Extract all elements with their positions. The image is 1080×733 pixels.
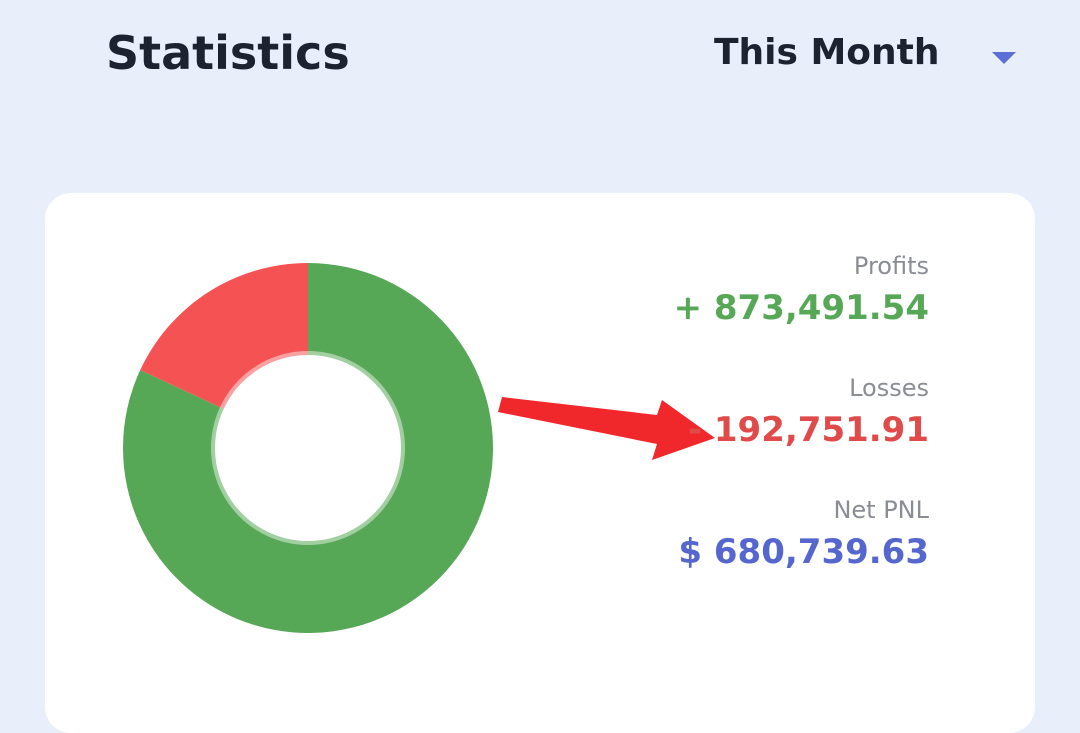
- net-pnl-value: $ 680,739.63: [678, 532, 929, 572]
- profits-block: Profits + 873,491.54: [509, 251, 929, 373]
- net-pnl-label: Net PNL: [833, 496, 929, 524]
- losses-block: Losses - 192,751.91: [509, 373, 929, 495]
- stats-panel: Profits + 873,491.54 Losses - 192,751.91…: [509, 251, 929, 617]
- annotation-arrow-shape: [498, 397, 715, 460]
- page-title: Statistics: [106, 26, 350, 80]
- profits-value: + 873,491.54: [673, 288, 929, 328]
- period-dropdown[interactable]: This Month: [700, 30, 1040, 80]
- losses-label: Losses: [849, 374, 929, 402]
- donut-slice-profits: [123, 263, 493, 633]
- net-pnl-block: Net PNL $ 680,739.63: [509, 495, 929, 617]
- arrow-right-icon: [495, 388, 725, 468]
- chevron-down-icon[interactable]: [992, 52, 1016, 64]
- donut-slice-losses: [140, 263, 308, 409]
- pnl-donut-chart: [123, 263, 493, 633]
- losses-value: - 192,751.91: [687, 410, 929, 450]
- period-label: This Month: [714, 32, 940, 73]
- donut-svg: [123, 263, 493, 633]
- statistics-card: Profits + 873,491.54 Losses - 192,751.91…: [45, 193, 1035, 733]
- donut-hole: [218, 358, 398, 538]
- profits-label: Profits: [853, 252, 929, 280]
